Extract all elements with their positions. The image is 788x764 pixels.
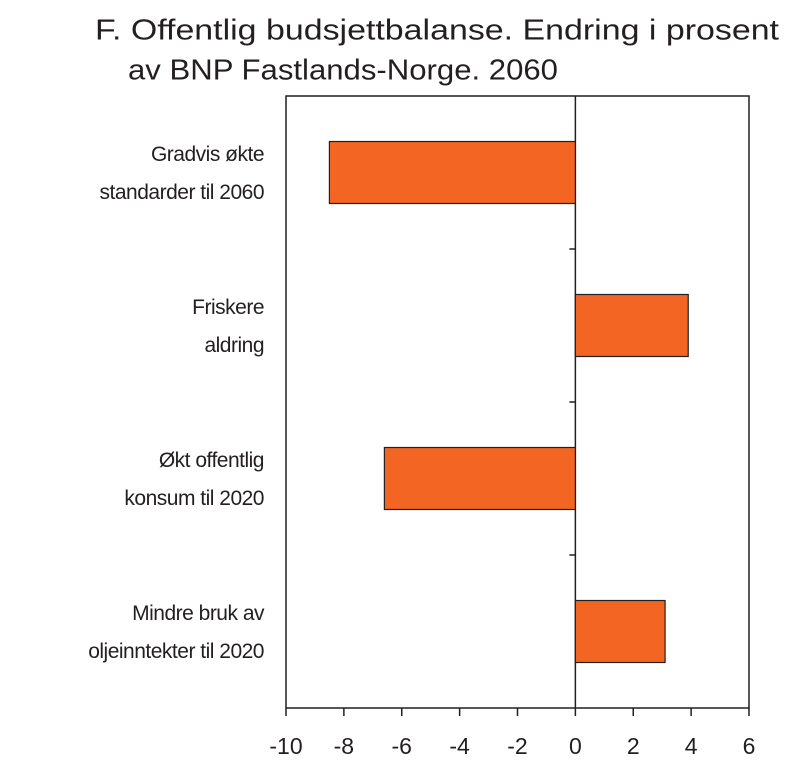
y-tick-label: standarder til 2060: [100, 181, 264, 204]
y-tick-label: Mindre bruk av: [132, 602, 265, 625]
x-tick-label: 0: [569, 733, 582, 759]
x-tick-label: -8: [334, 733, 354, 759]
chart-title: av BNP Fastlands-Norge. 2060: [128, 55, 558, 87]
x-tick-label: 4: [685, 733, 698, 759]
bar: [328, 140, 576, 205]
x-tick-label: -6: [392, 733, 412, 759]
y-tick-label: aldring: [204, 334, 264, 357]
x-tick-label: -10: [269, 733, 302, 759]
bar: [574, 599, 666, 664]
chart-title: F. Offentlig budsjettbalanse. Endring i …: [95, 15, 779, 47]
y-tick-label: oljeinntekter til 2020: [88, 640, 264, 663]
x-tick-label: -2: [507, 733, 527, 759]
y-tick-label: Friskere: [192, 296, 264, 319]
x-tick-label: -4: [449, 733, 470, 759]
y-tick-label: Økt offentlig: [159, 449, 264, 472]
y-tick-label: Gradvis økte: [151, 143, 264, 166]
bar: [574, 293, 689, 358]
y-tick-label: konsum til 2020: [124, 487, 264, 510]
bar: [383, 446, 576, 511]
x-tick-label: 2: [627, 733, 640, 759]
x-tick-label: 6: [743, 733, 756, 759]
